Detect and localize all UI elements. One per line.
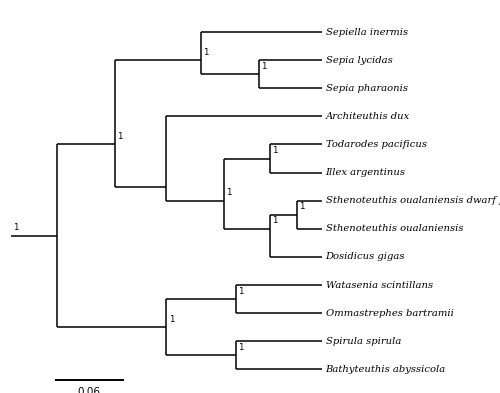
Text: 1: 1 bbox=[117, 132, 122, 141]
Text: Bathyteuthis abyssicola: Bathyteuthis abyssicola bbox=[326, 365, 446, 374]
Text: 1: 1 bbox=[168, 315, 174, 324]
Text: Sepia lycidas: Sepia lycidas bbox=[326, 56, 392, 65]
Text: Ommastrephes bartramii: Ommastrephes bartramii bbox=[326, 309, 454, 318]
Text: Todarodes pacificus: Todarodes pacificus bbox=[326, 140, 426, 149]
Text: 1: 1 bbox=[272, 146, 278, 155]
Text: Illex argentinus: Illex argentinus bbox=[326, 168, 406, 177]
Text: 1: 1 bbox=[226, 188, 232, 197]
Text: 1: 1 bbox=[13, 224, 18, 233]
Text: Sepia pharaonis: Sepia pharaonis bbox=[326, 84, 407, 93]
Text: Watasenia scintillans: Watasenia scintillans bbox=[326, 281, 432, 290]
Text: Sepiella inermis: Sepiella inermis bbox=[326, 28, 407, 37]
Text: 1: 1 bbox=[272, 217, 278, 226]
Text: Architeuthis dux: Architeuthis dux bbox=[326, 112, 410, 121]
Text: 1: 1 bbox=[261, 62, 266, 71]
Text: 1: 1 bbox=[299, 202, 304, 211]
Text: Spirula spirula: Spirula spirula bbox=[326, 337, 401, 346]
Text: Sthenoteuthis oualaniensis dwarf form: Sthenoteuthis oualaniensis dwarf form bbox=[326, 196, 500, 205]
Text: 1: 1 bbox=[238, 287, 244, 296]
Text: 1: 1 bbox=[238, 343, 244, 352]
Text: 1: 1 bbox=[204, 48, 209, 57]
Text: 0.06: 0.06 bbox=[78, 387, 100, 393]
Text: Dosidicus gigas: Dosidicus gigas bbox=[326, 252, 405, 261]
Text: Sthenoteuthis oualaniensis: Sthenoteuthis oualaniensis bbox=[326, 224, 463, 233]
